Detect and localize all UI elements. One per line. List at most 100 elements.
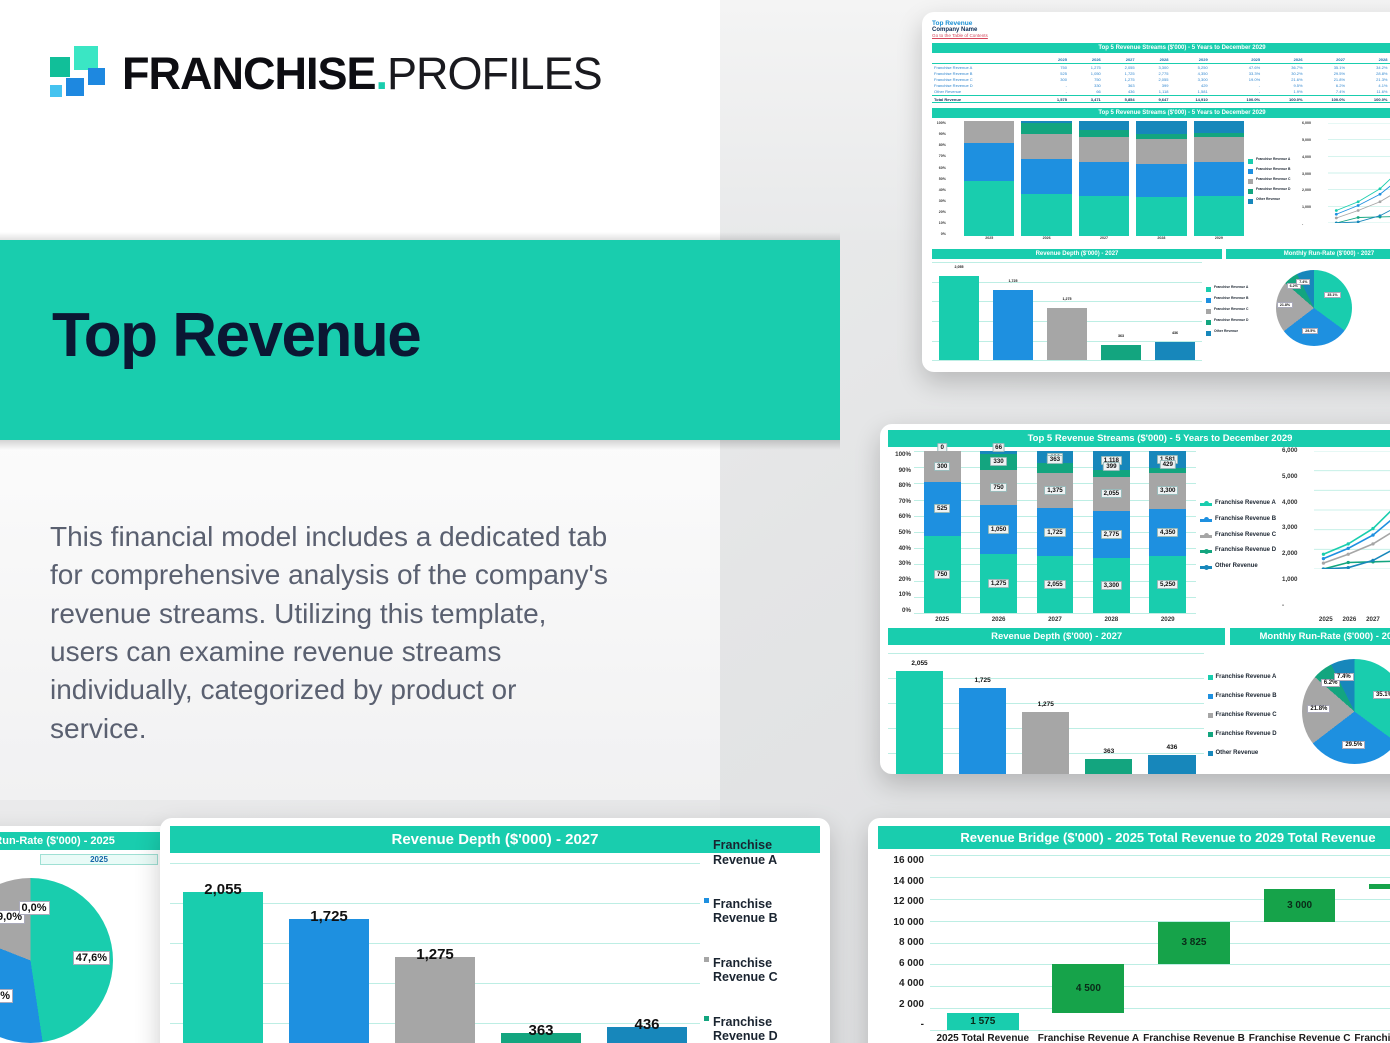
table-cell: 14,910 [1170, 94, 1210, 104]
table-cell: 36.7% [1291, 64, 1303, 70]
table-cell: 100.0% [1219, 94, 1263, 104]
bar-value-label: 2,055 [911, 659, 928, 667]
table-col-header: 2027 [1102, 56, 1137, 64]
line-point [1378, 200, 1382, 204]
table-cell: 47.6% [1248, 64, 1261, 70]
pie-value-label: 21.8% [1276, 302, 1294, 309]
runrate-pie-2025-panel[interactable]: Monthly Run-Rate ($'000) - 2025 2025 47,… [0, 826, 172, 1043]
waterfall-bar: 4 500 [1052, 963, 1125, 1013]
axis-tick: 6 000 [898, 957, 924, 969]
axis-tick: 2026 [1342, 616, 1357, 623]
line-point [1321, 567, 1326, 569]
bar-value-label: 300 [934, 461, 951, 471]
table-cell: 750 [1060, 64, 1067, 70]
legend-label: Other Revenue [1215, 749, 1259, 756]
gridline [930, 876, 1390, 878]
axis-tick: 3,000 [1302, 171, 1311, 176]
axis-tick: 4,000 [1282, 498, 1298, 506]
table-col-header: 2025 [1035, 56, 1069, 64]
legend-label: Franchise Revenue A [1256, 156, 1291, 161]
axis-tick: 90% [898, 466, 911, 474]
waterfall-bar: 439 [1369, 884, 1390, 889]
gridline [170, 943, 700, 944]
legend-item: Other Revenue [1207, 749, 1284, 757]
axis-tick: 100% [895, 451, 911, 458]
axis-tick: Franchise Revenue B [1143, 1033, 1245, 1043]
line-point [1356, 200, 1360, 204]
stacked-bar-segment: 2,775 [1093, 511, 1130, 558]
table-cell [1210, 64, 1220, 71]
axis-tick: 2028 [1157, 236, 1166, 241]
stacked-bar-segment [964, 181, 1015, 237]
table-cell: 5,854 [1102, 94, 1137, 104]
pie-value-label: 35.1% [1324, 291, 1341, 298]
legend-label: Other Revenue [1215, 563, 1258, 570]
stacked-streams-panel[interactable]: Top 5 Revenue Streams ($'000) - 5 Years … [880, 424, 1390, 774]
axis-tick: 4,000 [1302, 154, 1311, 159]
stacked-bar-segment: 525 [923, 481, 961, 536]
bar-column: 1,275 [1022, 701, 1070, 774]
gridline [930, 1030, 1390, 1031]
axis-tick: 2027 [1100, 236, 1109, 241]
line-series [1336, 216, 1390, 223]
bar-value-label: 750 [934, 569, 951, 579]
table-cell: 21.6% [1291, 76, 1303, 82]
pie-2025-title: Monthly Run-Rate ($'000) - 2025 [0, 832, 164, 850]
legend-label: Franchise Revenue A [1215, 499, 1276, 506]
table-cell: 1,275 [1090, 64, 1101, 70]
stacked-bar-segment: 429 [1149, 460, 1187, 473]
band-bottom-shadow [0, 440, 840, 450]
line-point [1371, 558, 1375, 563]
axis-tick: 0% [902, 606, 911, 614]
line-point [1334, 209, 1338, 213]
gridline [170, 903, 700, 904]
stacked-bar-segment [1078, 121, 1130, 130]
legend-label: Franchise Revenue B [1215, 515, 1277, 522]
worksheet-preview-panel[interactable]: Top Revenue Company Name Go to the Table… [922, 12, 1390, 372]
revenue-table: 2025202620272028202920252026202720282029… [932, 56, 1390, 104]
legend-swatch [1248, 178, 1253, 184]
depth-legend: Franchise Revenue A Franchise Revenue B Fr… [700, 838, 820, 1043]
pie-value-label: 21.8% [1307, 705, 1331, 714]
bar-value-label: 3,300 [1100, 580, 1123, 590]
sheet-title: Top Revenue [932, 20, 973, 27]
revenue-depth-panel[interactable]: Revenue Depth ($'000) - 2027 2,055 1,725 1… [160, 818, 830, 1043]
table-cell: 21.8% [1333, 76, 1346, 82]
legend-item: Franchise Revenue C [1200, 532, 1278, 539]
table-cell: 29.5% [1333, 70, 1346, 76]
axis-tick: 20% [938, 209, 946, 214]
revenue-bridge-panel[interactable]: Revenue Bridge ($'000) - 2025 Total Reve… [868, 818, 1390, 1043]
gridline [932, 281, 1202, 283]
table-cell: Franchise Revenue D [934, 83, 973, 89]
table-body: Franchise Revenue A 750 1,275 2,055 3,300 5,2… [932, 64, 1390, 104]
pie-value-label: 47,6% [72, 951, 110, 966]
stacked-bar-column [964, 121, 1015, 237]
legend-item: Other Revenue [1248, 197, 1298, 204]
stacked-bar-segment: 399 [1093, 461, 1130, 477]
legend-item: Franchise Revenue A [704, 838, 816, 867]
table-cell: - [1258, 83, 1261, 89]
stacked-bar-segment [1193, 162, 1245, 196]
bar-value-label: 750 [990, 482, 1007, 492]
legend-swatch [1200, 548, 1212, 554]
table-cell: 30.2% [1291, 70, 1303, 76]
gridline [930, 898, 1390, 900]
stacked-bar-segment [1021, 134, 1072, 160]
legend-swatch [1207, 675, 1213, 681]
description-text: This financial model includes a dedicate… [50, 521, 608, 744]
waterfall-bar: 3 000 [1263, 888, 1336, 922]
legend-item: Franchise Revenue D [1206, 318, 1260, 326]
toc-link[interactable]: Go to the Table of Contents [932, 33, 988, 38]
title-band [0, 240, 840, 440]
gridline [932, 262, 1202, 264]
legend-label: Franchise Revenue D [1214, 318, 1249, 323]
table-col-header: 2026 [1068, 56, 1103, 64]
stacked-bar-segment [1021, 123, 1072, 135]
depth-legend-b: Franchise Revenue A Franchise Revenue B Fr… [1204, 653, 1288, 774]
bar-column: 1,725 [992, 279, 1034, 361]
bar-column: 2,055 [895, 660, 944, 774]
axis-tick: 12 000 [893, 896, 924, 907]
axis-tick: 6,000 [1302, 121, 1311, 126]
table-cell [1210, 89, 1220, 96]
